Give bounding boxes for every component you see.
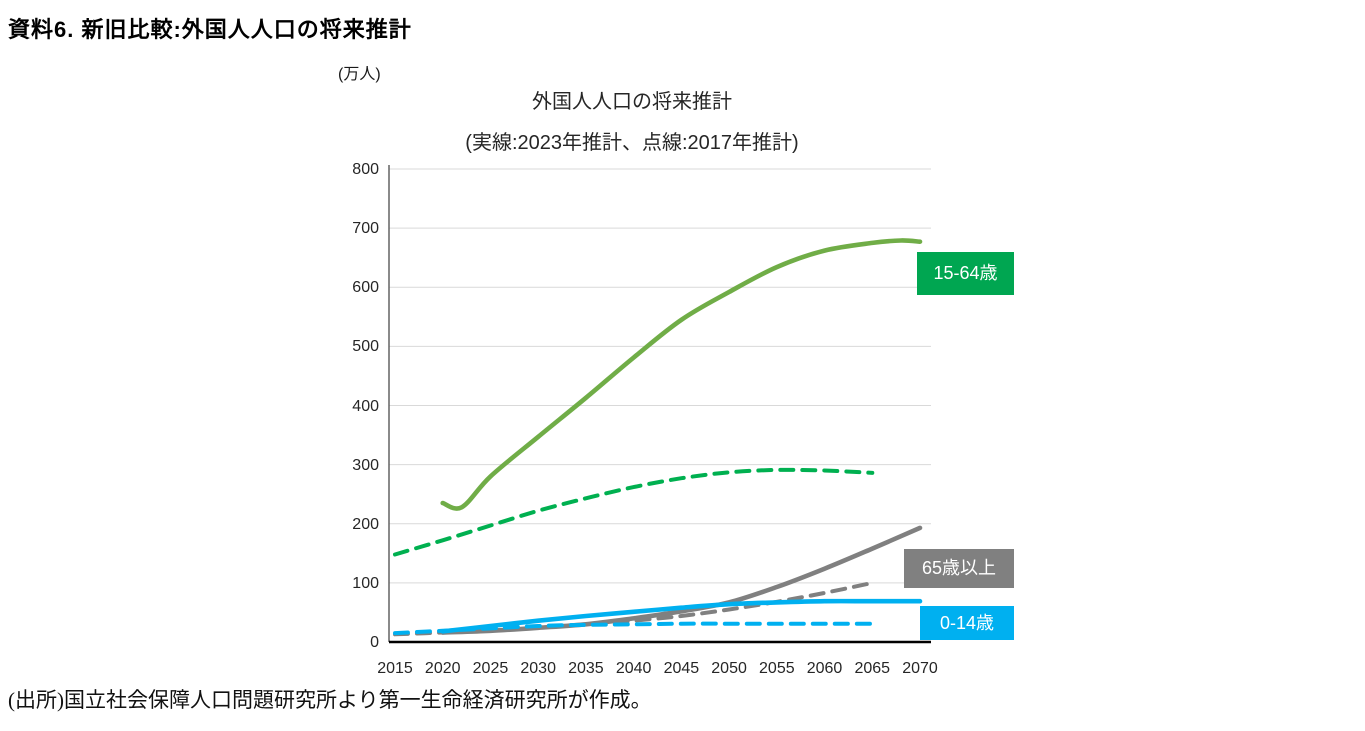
source-note: (出所)国立社会保障人口問題研究所より第一生命経済研究所が作成。 bbox=[8, 688, 652, 712]
x-tick-label-2050: 2050 bbox=[711, 660, 747, 677]
chart-title: 外国人人口の将来推計 bbox=[532, 91, 732, 113]
legend-badge-15-64歳: 15-64歳 bbox=[917, 252, 1014, 295]
y-tick-label-400: 400 bbox=[352, 397, 379, 415]
chart-subtitle: (実線:2023年推計、点線:2017年推計) bbox=[465, 132, 799, 154]
legend-badge-65歳以上: 65歳以上 bbox=[904, 549, 1014, 588]
y-axis-unit-label: (万人) bbox=[338, 66, 381, 83]
series-line-2-65歳以上-2023年推計 bbox=[440, 525, 923, 635]
y-tick-label-300: 300 bbox=[352, 456, 379, 474]
x-tick-label-2055: 2055 bbox=[759, 660, 795, 677]
series-line-1-15-64歳-2017年推計 bbox=[393, 467, 875, 557]
y-tick-label-100: 100 bbox=[352, 574, 379, 592]
x-tick-label-2045: 2045 bbox=[663, 660, 700, 677]
page-title: 資料6. 新旧比較:外国人人口の将来推計 bbox=[8, 17, 412, 42]
series-line-4-0-14歳-2023年推計 bbox=[440, 598, 923, 634]
x-tick-label-2030: 2030 bbox=[520, 660, 556, 677]
y-tick-label-0: 0 bbox=[370, 634, 379, 651]
x-tick-label-2060: 2060 bbox=[806, 660, 843, 677]
legend-badge-0-14歳: 0-14歳 bbox=[920, 606, 1014, 640]
y-tick-label-200: 200 bbox=[352, 515, 379, 533]
x-tick-label-2065: 2065 bbox=[854, 660, 891, 677]
series-line-0-15-64歳-2023年推計 bbox=[440, 238, 923, 511]
y-tick-label-500: 500 bbox=[352, 338, 379, 356]
series-line-5-0-14歳-2017年推計 bbox=[393, 621, 875, 636]
y-tick-label-700: 700 bbox=[352, 220, 379, 238]
x-tick-label-2070: 2070 bbox=[902, 660, 938, 677]
y-tick-label-600: 600 bbox=[352, 279, 379, 297]
series-line-3-65歳以上-2017年推計 bbox=[393, 580, 875, 637]
x-tick-label-2025: 2025 bbox=[472, 660, 509, 677]
x-tick-label-2040: 2040 bbox=[615, 660, 652, 677]
x-tick-label-2035: 2035 bbox=[568, 660, 604, 677]
x-tick-label-2020: 2020 bbox=[424, 660, 461, 677]
x-tick-label-2015: 2015 bbox=[377, 660, 413, 677]
y-tick-label-800: 800 bbox=[352, 161, 379, 178]
